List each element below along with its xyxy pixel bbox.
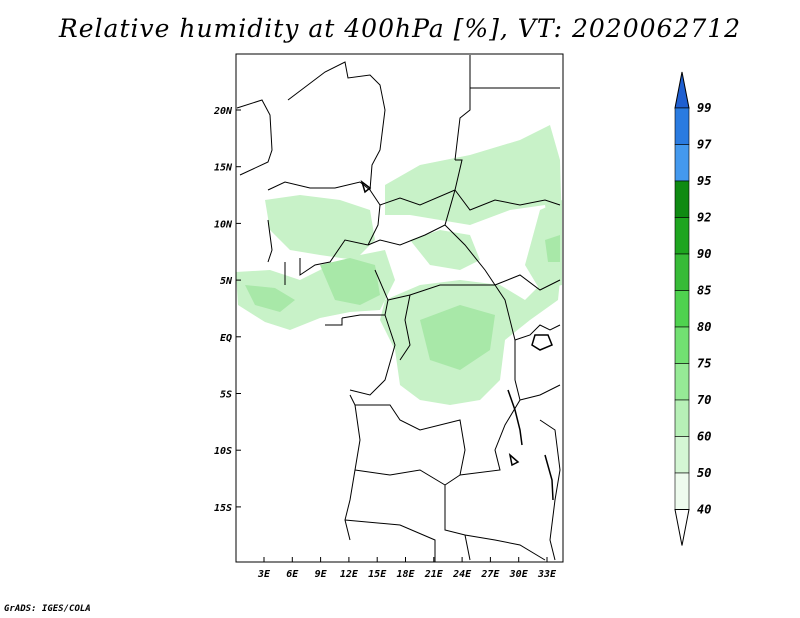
lon-tick-label: 33E (537, 569, 557, 580)
chart-title: Relative humidity at 400hPa [%], VT: 202… (58, 14, 742, 43)
colorbar-top-arrow (674, 71, 690, 109)
lon-tick-label: 21E (424, 569, 444, 580)
colorbar-segment (674, 472, 690, 510)
lake-chad (360, 180, 372, 194)
lat-tick-label: 15N (214, 163, 233, 174)
country-borders (236, 55, 561, 562)
colorbar-label: 40 (697, 503, 711, 517)
humidity-region-northeast (385, 125, 562, 250)
colorbar-label: 99 (697, 101, 711, 115)
humidity-core-congo (420, 305, 495, 370)
humidity-shading-darker (245, 235, 560, 370)
colorbar-label: 92 (697, 211, 711, 225)
lon-tick-label: 12E (340, 569, 359, 580)
lake-bangweulu (508, 452, 520, 467)
colorbar-segment (674, 436, 690, 474)
colorbar-segment (674, 399, 690, 437)
colorbar-segment (674, 107, 690, 145)
lon-tick-label: 30E (509, 569, 529, 580)
latitude-axis: 20N 15N 10N 5N EQ 5S 10S 15S (213, 106, 241, 514)
humidity-core-coast (245, 285, 295, 312)
colorbar: 99 97 95 92 90 85 80 75 70 60 50 40 (674, 71, 712, 546)
colorbar-label: 60 (697, 430, 711, 444)
colorbar-segment (674, 144, 690, 182)
lake-malawi (544, 454, 554, 501)
colorbar-label: 90 (697, 247, 711, 261)
lat-tick-label: 5S (220, 390, 232, 401)
map-frame (235, 53, 564, 563)
colorbar-segment (674, 290, 690, 328)
humidity-region-center (410, 230, 480, 270)
humidity-core-east (545, 235, 560, 262)
colorbar-segment (674, 363, 690, 401)
lon-tick-label: 15E (368, 569, 387, 580)
lat-tick-label: 20N (213, 106, 233, 117)
lake-victoria (531, 334, 553, 351)
colorbar-bottom-arrow (674, 509, 690, 546)
humidity-core-cameroon (320, 258, 380, 305)
colorbar-segment (674, 217, 690, 255)
lat-tick-label: 10N (214, 219, 233, 230)
lon-tick-label: 18E (396, 569, 415, 580)
lake-tanganyika (507, 389, 523, 446)
colorbar-segment (674, 326, 690, 364)
longitude-axis: 3E 6E 9E 12E 15E 18E 21E 24E 27E 30E 33E (257, 557, 557, 580)
humidity-region-west (265, 195, 375, 260)
lat-tick-label: 10S (214, 446, 232, 457)
lon-tick-label: 9E (315, 569, 328, 580)
colorbar-label: 97 (697, 138, 712, 152)
lon-tick-label: 3E (257, 569, 271, 580)
colorbar-label: 85 (697, 284, 711, 298)
colorbar-label: 95 (697, 174, 711, 188)
colorbar-label: 50 (697, 466, 711, 480)
colorbar-label: 75 (697, 357, 711, 371)
lon-tick-label: 6E (286, 569, 299, 580)
lon-tick-label: 27E (480, 569, 500, 580)
colorbar-label: 80 (697, 320, 711, 334)
lon-tick-label: 24E (452, 569, 472, 580)
colorbar-segment (674, 253, 690, 291)
lakes (360, 180, 554, 501)
lat-tick-label: 5N (220, 276, 233, 287)
lat-tick-label: 15S (214, 503, 232, 514)
colorbar-label: 70 (697, 393, 711, 407)
colorbar-segment (674, 180, 690, 218)
humidity-region-east (525, 200, 562, 290)
footer-credit: GrADS: IGES/COLA (4, 604, 91, 614)
lat-tick-label: EQ (220, 333, 232, 344)
